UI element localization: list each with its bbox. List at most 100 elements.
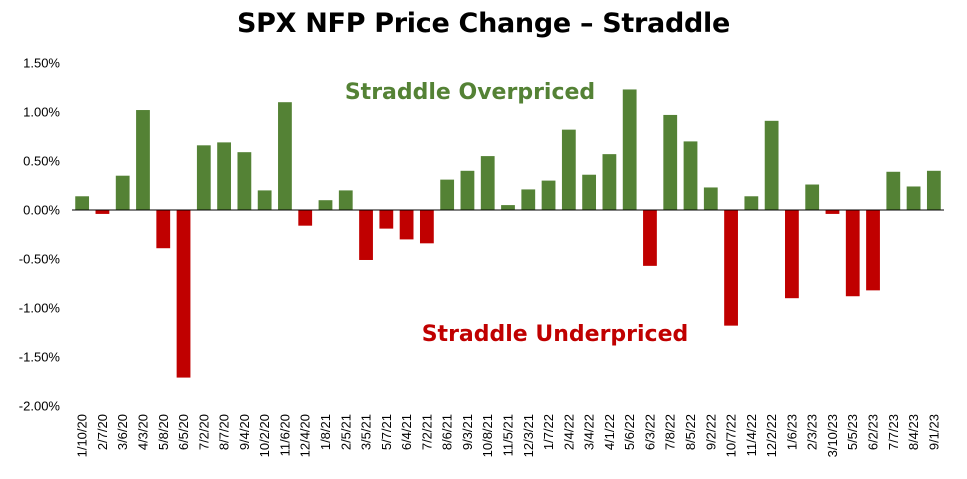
bar: [561, 129, 576, 210]
x-tick-label: 5/7/21: [379, 414, 394, 450]
y-axis-ticks: -2.00% -1.50% -1.00% -0.50% 0.00% 0.50% 1.00% 1…: [19, 56, 61, 414]
bar: [480, 156, 495, 210]
bar: [237, 152, 252, 210]
bar: [115, 175, 130, 210]
bar: [764, 120, 779, 210]
x-axis-ticks: 1/10/20 2/7/20 3/6/20 4/3/20 5/8/20 6/5/20 7/2…: [75, 414, 942, 457]
x-tick-label: 5/5/23: [845, 414, 860, 450]
bar: [501, 205, 515, 210]
bar: [825, 210, 840, 214]
x-tick-label: 8/7/20: [217, 414, 232, 450]
x-tick-label: 10/8/21: [480, 414, 495, 457]
bar: [906, 186, 921, 210]
y-tick-label: -0.50%: [19, 252, 61, 267]
x-tick-label: 6/5/20: [176, 414, 191, 450]
x-tick-label: 10/2/20: [257, 414, 272, 457]
bar: [196, 145, 211, 210]
bar: [643, 210, 657, 266]
bar: [338, 190, 353, 210]
x-tick-label: 6/2/23: [866, 414, 881, 450]
y-tick-label: -1.50%: [19, 350, 61, 365]
x-tick-label: 11/6/20: [277, 414, 292, 456]
bar: [176, 210, 191, 378]
x-tick-label: 11/4/22: [744, 414, 759, 456]
bar: [866, 210, 880, 291]
y-tick-label: -1.00%: [19, 301, 61, 316]
bar: [521, 189, 536, 210]
bar: [156, 210, 171, 249]
x-tick-label: 4/1/22: [602, 414, 617, 450]
x-tick-label: 10/7/22: [724, 414, 739, 457]
x-tick-label: 3/5/21: [359, 414, 374, 450]
x-tick-label: 2/3/23: [805, 414, 820, 450]
x-tick-label: 3/4/22: [582, 414, 597, 450]
x-tick-label: 3/6/20: [115, 414, 130, 450]
x-tick-label: 9/4/20: [237, 414, 252, 450]
bar: [845, 210, 860, 297]
bar: [379, 210, 394, 229]
bar: [419, 210, 434, 244]
x-tick-label: 7/2/20: [196, 414, 211, 450]
bar: [95, 210, 110, 214]
y-tick-label: 0.00%: [23, 203, 60, 218]
x-tick-label: 6/4/21: [399, 414, 414, 450]
bar: [683, 141, 698, 210]
x-tick-label: 2/4/22: [561, 414, 576, 450]
x-tick-label: 12/3/21: [521, 414, 536, 457]
x-tick-label: 7/8/22: [663, 414, 678, 450]
bar: [602, 154, 617, 210]
x-tick-label: 6/3/22: [642, 414, 657, 450]
x-tick-label: 9/2/22: [703, 414, 718, 450]
x-tick-label: 1/8/21: [318, 414, 333, 450]
x-tick-label: 11/5/21: [501, 414, 516, 456]
x-tick-label: 5/6/22: [622, 414, 637, 450]
bars: [75, 89, 941, 378]
x-tick-label: 1/10/20: [75, 414, 90, 457]
bar: [724, 210, 738, 326]
bar: [75, 196, 90, 210]
x-tick-label: 8/4/23: [906, 414, 921, 450]
bar: [785, 210, 799, 299]
y-tick-label: 0.50%: [23, 154, 60, 169]
bar: [582, 174, 597, 210]
bar: [663, 114, 678, 210]
bar: [926, 170, 941, 210]
x-tick-label: 7/2/21: [419, 414, 434, 450]
bar: [744, 196, 759, 210]
bar: [298, 210, 313, 226]
x-tick-label: 2/7/20: [95, 414, 110, 450]
x-tick-label: 12/4/20: [298, 414, 313, 457]
x-tick-label: 4/3/20: [135, 414, 150, 450]
x-tick-label: 1/6/23: [784, 414, 799, 450]
bar: [622, 89, 637, 210]
bar: [541, 180, 556, 210]
x-tick-label: 9/1/23: [926, 414, 941, 450]
x-tick-label: 12/2/22: [764, 414, 779, 457]
x-tick-label: 8/5/22: [683, 414, 698, 450]
x-tick-label: 9/3/21: [460, 414, 475, 450]
bar: [278, 102, 292, 210]
bar: [136, 110, 150, 210]
y-tick-label: 1.50%: [23, 56, 60, 71]
x-tick-label: 5/8/20: [156, 414, 171, 450]
bar: [805, 184, 820, 210]
bar: [359, 210, 373, 260]
x-tick-label: 1/7/22: [541, 414, 556, 450]
bar: [703, 187, 718, 210]
y-tick-label: -2.00%: [19, 399, 61, 414]
x-tick-label: 2/5/21: [338, 414, 353, 450]
underpriced-annotation: Straddle Underpriced: [422, 322, 689, 347]
y-tick-label: 1.00%: [23, 105, 60, 120]
bar: [217, 142, 231, 210]
bar: [886, 171, 901, 210]
bar: [460, 170, 475, 210]
overpriced-annotation: Straddle Overpriced: [345, 80, 595, 105]
bar: [440, 179, 455, 210]
chart-title: SPX NFP Price Change – Straddle: [237, 8, 730, 39]
bar: [257, 190, 272, 210]
x-tick-label: 8/6/21: [440, 414, 455, 450]
bar: [318, 200, 333, 210]
bar: [399, 210, 414, 240]
x-tick-label: 3/10/23: [825, 414, 840, 457]
